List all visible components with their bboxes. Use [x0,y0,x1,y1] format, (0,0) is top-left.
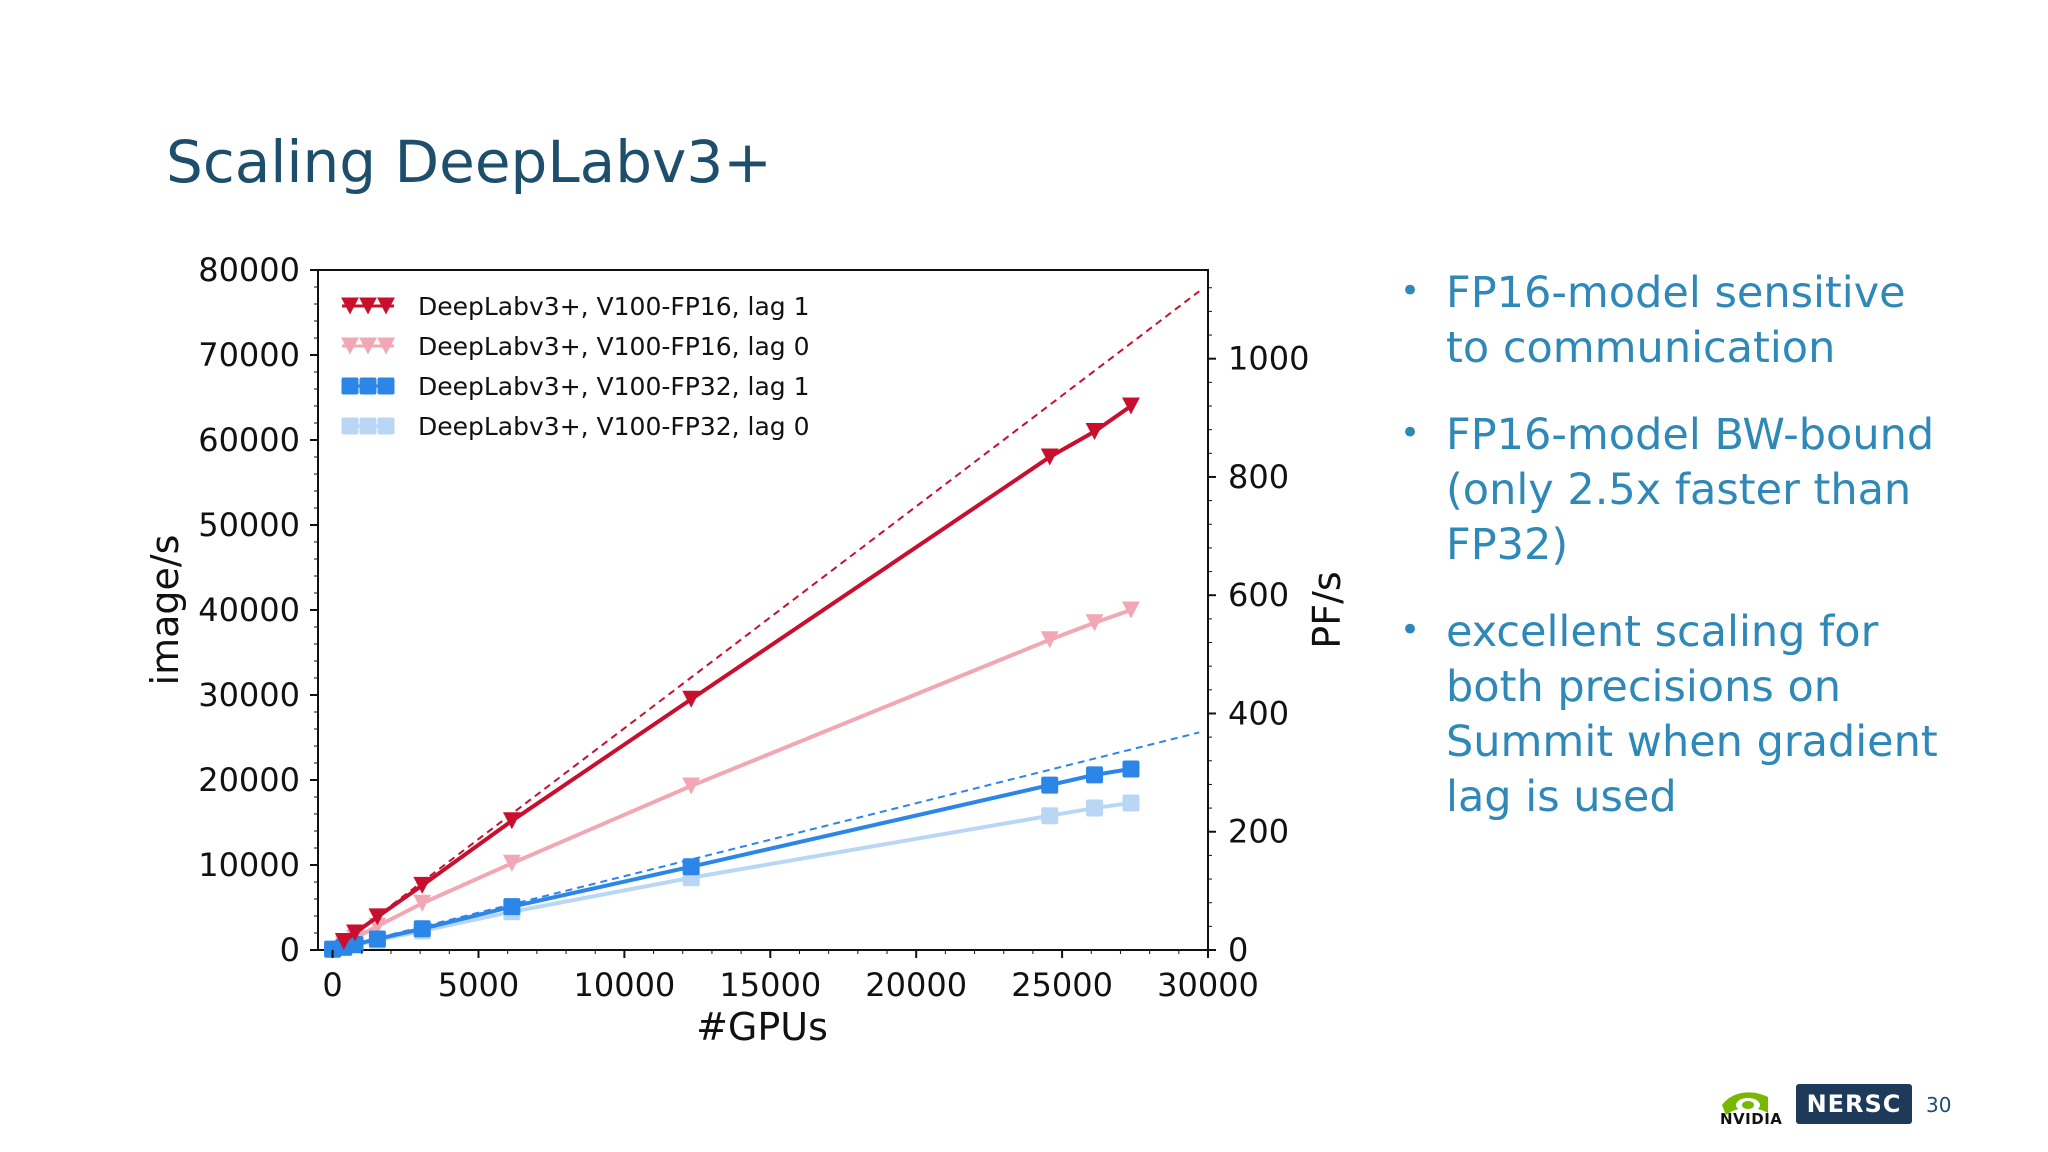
axis-layer: 0 5000 10000 15000 20000 25000 300000100002000… [198,251,1309,1004]
data-point [1122,760,1140,778]
ideal-lines [332,290,1200,951]
x-tick-label: 10000 [573,966,675,1004]
legend: DeepLabv3+, V100-FP16, lag 1 DeepLabv3+, … [341,292,810,441]
series-2 [324,760,1140,958]
x-axis-label: #GPUs [696,1005,828,1049]
data-point [1085,423,1104,440]
x-tick-label: 15000 [719,966,821,1004]
data-point [503,898,521,916]
series-1 [334,601,1140,953]
legend-label: DeepLabv3+, V100-FP32, lag 0 [418,412,810,441]
data-point [1041,807,1059,825]
y-tick-label: 40000 [198,591,300,629]
legend-label: DeepLabv3+, V100-FP32, lag 1 [418,372,810,401]
data-point [682,858,700,876]
series-line [342,404,1133,944]
data-point [1122,601,1140,619]
bullet-list: FP16-model sensitive to communication FP… [1400,264,1960,857]
x-tick-label: 5000 [438,966,519,1004]
data-point [502,854,521,872]
y-tick-label: 60000 [198,421,300,459]
bullet-item: excellent scaling for both precisions on… [1400,603,1960,825]
y-axis-label: image/s [143,535,187,686]
series-line [342,608,1132,946]
y-tick-label: 70000 [198,336,300,374]
page-number: 30 [1926,1093,1952,1117]
series-line [332,800,1132,952]
data-point [1040,448,1059,466]
y2-tick-label: 0 [1228,931,1248,969]
data-point [682,777,701,795]
data-point [1085,614,1104,632]
nvidia-logo-icon [1722,1092,1768,1115]
y-tick-label: 10000 [198,846,300,884]
x-tick-label: 0 [322,966,342,1004]
data-point [346,935,364,953]
legend-label: DeepLabv3+, V100-FP16, lag 1 [418,292,810,321]
y-tick-label: 20000 [198,761,300,799]
nersc-logo: NERSC [1796,1084,1912,1124]
series-0 [334,397,1140,950]
data-point [368,908,387,926]
data-point [502,812,521,830]
data-point [334,933,353,950]
nvidia-logo-text: NVIDIA [1720,1110,1783,1128]
x-tick-label: 25000 [1011,966,1113,1004]
series-layer [324,397,1140,958]
series-3 [324,794,1140,958]
y2-axis-label: PF/s [1305,571,1349,648]
y-tick-label: 0 [280,931,300,969]
y2-tick-label: 400 [1228,694,1289,732]
data-point [413,894,432,912]
y-tick-label: 80000 [198,251,300,289]
data-point [682,690,701,708]
y2-tick-label: 600 [1228,576,1289,614]
bullet-item: FP16-model BW-bound (only 2.5x faster th… [1400,406,1960,573]
data-point [1122,794,1140,812]
data-point [346,924,364,942]
data-point [1041,776,1059,794]
y-tick-label: 30000 [198,676,300,714]
data-point [413,920,431,938]
data-point [1086,799,1104,817]
bullet-item: FP16-model sensitive to communication [1400,264,1960,376]
legend-label: DeepLabv3+, V100-FP16, lag 0 [418,332,810,361]
data-point [1086,766,1104,784]
y2-tick-label: 200 [1228,813,1289,851]
y-tick-label: 50000 [198,506,300,544]
data-point [1040,631,1059,649]
data-point [368,930,386,948]
slide-title: Scaling DeepLabv3+ [166,128,772,196]
ideal-scaling-line [332,731,1200,951]
x-tick-label: 30000 [1157,966,1259,1004]
y2-tick-label: 1000 [1228,340,1309,378]
data-point [413,876,432,894]
x-tick-label: 20000 [865,966,967,1004]
y2-tick-label: 800 [1228,458,1289,496]
data-point [1122,397,1140,415]
